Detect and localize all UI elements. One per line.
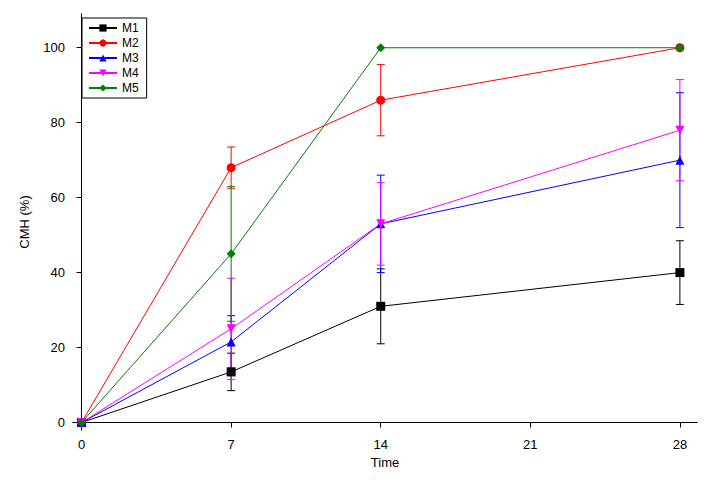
svg-text:M1: M1 bbox=[122, 21, 139, 35]
svg-text:20: 20 bbox=[51, 340, 65, 355]
svg-text:Time: Time bbox=[371, 455, 399, 470]
svg-text:14: 14 bbox=[373, 437, 387, 452]
svg-text:M3: M3 bbox=[122, 51, 139, 65]
svg-text:100: 100 bbox=[43, 40, 65, 55]
svg-text:21: 21 bbox=[523, 437, 537, 452]
svg-text:CMH (%): CMH (%) bbox=[17, 195, 32, 248]
svg-text:28: 28 bbox=[673, 437, 687, 452]
svg-text:80: 80 bbox=[51, 115, 65, 130]
svg-text:40: 40 bbox=[51, 265, 65, 280]
svg-text:7: 7 bbox=[228, 437, 235, 452]
svg-text:0: 0 bbox=[58, 415, 65, 430]
svg-text:M4: M4 bbox=[122, 66, 139, 80]
svg-text:M5: M5 bbox=[122, 81, 139, 95]
svg-text:0: 0 bbox=[78, 437, 85, 452]
svg-text:M2: M2 bbox=[122, 36, 139, 50]
svg-text:60: 60 bbox=[51, 190, 65, 205]
